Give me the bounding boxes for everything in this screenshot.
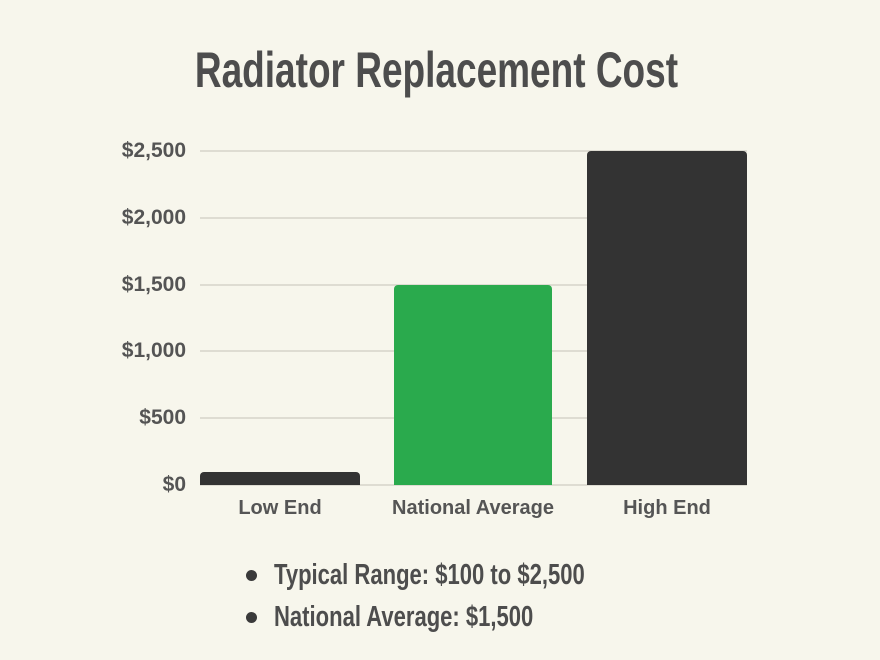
- gridline-2500: [200, 150, 747, 152]
- bullet-dot-icon: [246, 611, 257, 623]
- plot-area: [200, 150, 747, 486]
- bar-national-average: [394, 284, 552, 485]
- y-axis-tick-label: $1,500: [121, 272, 186, 296]
- chart-title: Radiator Replacement Cost: [0, 42, 872, 98]
- gridline-0: [200, 484, 747, 486]
- bullet-item: Typical Range: $100 to $2,500: [246, 554, 683, 596]
- bullet-text: National Average: $1,500: [274, 600, 534, 633]
- bullet-text: Typical Range: $100 to $2,500: [274, 558, 585, 591]
- gridline-2000: [200, 216, 747, 219]
- x-axis-label: High End: [623, 497, 711, 519]
- gridline-1500: [200, 283, 747, 286]
- y-axis-tick-label: $0: [162, 473, 186, 496]
- y-axis-tick-label: $500: [139, 406, 186, 430]
- bullet-item: National Average: $1,500: [246, 596, 683, 638]
- bar-high-end: [587, 151, 747, 485]
- bar-low-end: [200, 471, 360, 485]
- chart-title-text: Radiator Replacement Cost: [194, 42, 678, 98]
- y-axis-tick-label: $2,500: [121, 139, 186, 162]
- y-axis-tick-label: $2,000: [121, 205, 186, 229]
- bullet-list: Typical Range: $100 to $2,500 National Av…: [246, 554, 683, 638]
- y-axis-tick-label: $1,000: [121, 339, 186, 363]
- x-axis-label: National Average: [392, 497, 554, 519]
- x-axis-label: Low End: [238, 497, 322, 519]
- bullet-dot-icon: [246, 569, 257, 581]
